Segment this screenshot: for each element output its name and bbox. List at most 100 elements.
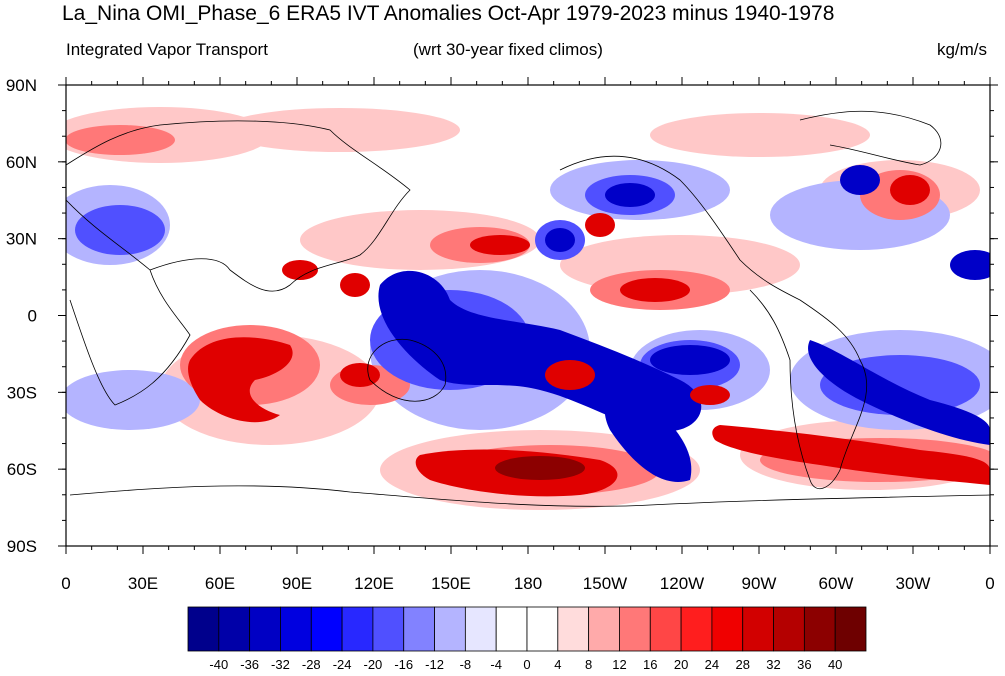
anomaly-core (495, 456, 585, 480)
colorbar-label: -28 (302, 657, 321, 672)
anomaly-patch (66, 125, 175, 155)
greenland-coast (799, 110, 942, 166)
colorbar-label: -36 (240, 657, 259, 672)
lon-label: 120E (354, 574, 394, 593)
map-title: La_Nina OMI_Phase_6 ERA5 IVT Anomalies O… (62, 2, 835, 25)
colorbar-label: -12 (425, 657, 444, 672)
eurasia-coast (66, 120, 411, 292)
lon-label: 90W (742, 574, 777, 593)
anomaly-core (808, 340, 990, 445)
lon-label: 0 (61, 574, 70, 593)
lat-label: 30N (6, 230, 37, 249)
lon-label: 150E (431, 574, 471, 593)
anomaly-core (585, 213, 615, 237)
lon-label: 150W (583, 574, 627, 593)
lon-label: 60E (205, 574, 235, 593)
colorbar-swatch (372, 606, 405, 652)
anomaly-patch (650, 113, 870, 157)
coastlines (66, 110, 990, 507)
anomaly-core (470, 235, 530, 255)
units-subtitle: kg/m/s (936, 40, 987, 59)
anomaly-core (282, 260, 318, 280)
lon-label: 60W (819, 574, 854, 593)
anomaly-core (620, 278, 690, 302)
colorbar: -40 -36 -32 -28 -24 -20 -16 -12 -8 -4 0 4 8 12 16 20 24 2… (187, 606, 867, 672)
colorbar-label: 8 (585, 657, 592, 672)
colorbar-label: 0 (523, 657, 530, 672)
antarctica-coast (69, 485, 990, 507)
lat-label: 90S (7, 537, 37, 556)
lon-label: 180 (514, 574, 542, 593)
lon-label: 30W (896, 574, 931, 593)
colorbar-swatch (495, 606, 528, 652)
anomaly-core (604, 390, 692, 482)
colorbar-label: 28 (735, 657, 749, 672)
colorbar-label: 36 (797, 657, 811, 672)
variable-subtitle: Integrated Vapor Transport (66, 40, 268, 59)
anomaly-core (545, 360, 595, 390)
anomaly-core (340, 363, 380, 387)
australia-coast (367, 338, 447, 402)
lat-label: 60N (6, 153, 37, 172)
anomaly-core (712, 425, 990, 485)
colorbar-swatch (434, 606, 466, 652)
colorbar-swatch (464, 606, 497, 652)
colorbar-label: 24 (705, 657, 719, 672)
lat-label: 90N (6, 76, 37, 95)
lat-label: 60S (7, 460, 37, 479)
colorbar-label: -4 (490, 657, 502, 672)
lat-label: 30S (7, 383, 37, 402)
africa-coast (66, 199, 191, 406)
colorbar-swatch (310, 606, 343, 652)
colorbar-swatch (249, 606, 281, 652)
colorbar-label: -32 (271, 657, 290, 672)
colorbar-swatch (680, 606, 713, 652)
colorbar-swatch (526, 606, 559, 652)
colorbar-swatch (803, 606, 836, 652)
colorbar-swatch (341, 606, 374, 652)
colorbar-label: 4 (554, 657, 561, 672)
colorbar-swatch (711, 606, 744, 652)
longitude-ticks: 0 30E 60E 90E 120E 150E 180 150W 120W 90W 60W 30W 0 (61, 77, 995, 593)
lon-label: 30E (128, 574, 158, 593)
climatology-subtitle: (wrt 30-year fixed climos) (413, 40, 603, 59)
colorbar-label: -24 (333, 657, 352, 672)
colorbar-label: 12 (612, 657, 626, 672)
lat-label: 0 (28, 307, 37, 326)
anomaly-field (66, 107, 990, 510)
colorbar-label: -8 (460, 657, 472, 672)
anomaly-patch (66, 370, 200, 430)
colorbar-label: 20 (674, 657, 688, 672)
colorbar-label: -16 (394, 657, 413, 672)
anomaly-core (605, 183, 655, 207)
anomaly-core (340, 273, 370, 297)
colorbar-swatch (773, 606, 805, 652)
anomaly-patch (75, 205, 165, 255)
anomaly-patch (220, 108, 460, 152)
colorbar-swatch (280, 606, 312, 652)
anomaly-core (690, 385, 730, 405)
anomaly-core (650, 345, 730, 375)
colorbar-swatch (834, 606, 867, 652)
colorbar-swatch (218, 606, 251, 652)
colorbar-label: -40 (209, 657, 228, 672)
colorbar-label: 32 (766, 657, 780, 672)
latitude-ticks: 90N 60N 30N 0 30S 60S 90S (6, 76, 998, 556)
colorbar-swatch (187, 606, 220, 652)
anomaly-core (950, 250, 990, 280)
anomaly-core (545, 228, 575, 252)
darkest-positive-cores (495, 456, 585, 480)
colorbar-swatch (742, 606, 774, 652)
colorbar-swatch (557, 606, 590, 652)
anomaly-core (840, 165, 880, 195)
lon-label: 90E (282, 574, 312, 593)
colorbar-swatch (649, 606, 682, 652)
colorbar-swatch (403, 606, 435, 652)
colorbar-label: 16 (643, 657, 657, 672)
anomaly-core (188, 337, 293, 423)
anomaly-core (890, 175, 930, 205)
lon-label: 120W (660, 574, 704, 593)
colorbar-label: -20 (364, 657, 383, 672)
strong-negative-cores (378, 165, 990, 482)
